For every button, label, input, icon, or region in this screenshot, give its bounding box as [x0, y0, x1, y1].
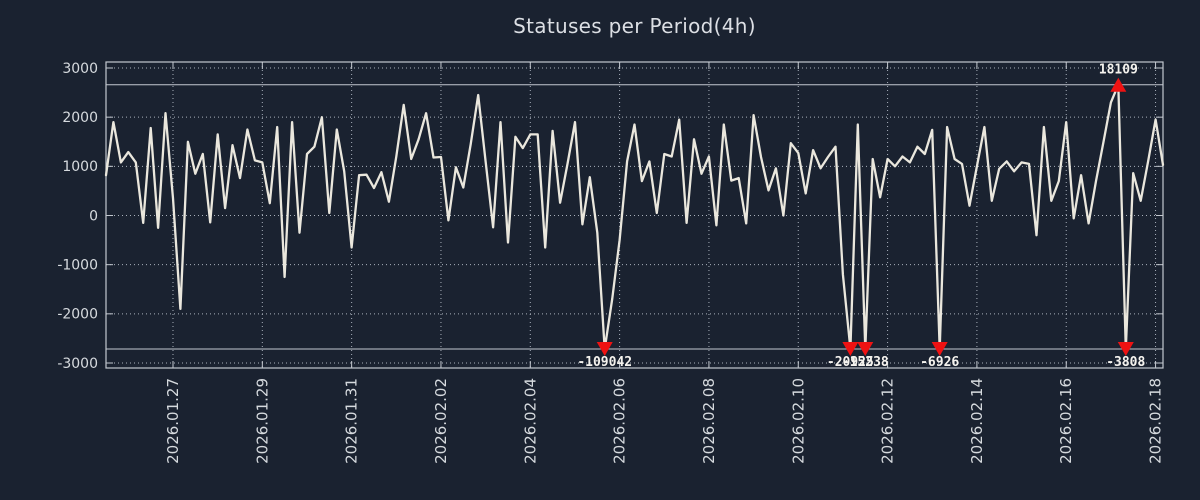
outlier-label: -20925: [827, 355, 874, 370]
gridlines: [106, 62, 1163, 368]
outlier-marker-up: [1110, 77, 1127, 92]
outlier-marker-down: [931, 341, 948, 356]
axis-labels: 3000 2000 1000 0 -1000 -2000 -3000 2026.01.27 20…: [57, 61, 1164, 464]
outlier-markers: -109042 -20925-15238 -6926 18109 -3808: [577, 63, 1145, 370]
x-tick-label: 2026.02.18: [1147, 378, 1165, 464]
x-tick-label: 2026.02.06: [611, 378, 629, 464]
x-tick-label: 2026.02.10: [789, 378, 807, 464]
outlier-label: -6926: [920, 355, 959, 370]
outlier-marker-down: [857, 341, 874, 356]
outlier-label: -109042: [577, 355, 632, 370]
y-tick-label: 1000: [62, 159, 98, 175]
x-tick-label: 2026.01.29: [253, 378, 271, 464]
x-tick-label: 2026.02.16: [1057, 378, 1075, 464]
outlier-marker-down: [596, 341, 613, 356]
axis-ticks: [106, 62, 1163, 368]
outlier-marker-down: [842, 341, 859, 356]
outlier-marker-down: [1117, 341, 1134, 356]
series-line: [104, 83, 1165, 351]
x-tick-label: 2026.02.12: [879, 378, 897, 464]
x-tick-label: 2026.02.08: [700, 378, 718, 464]
chart-title: Statuses per Period(4h): [513, 14, 756, 38]
outlier-label: -15238: [842, 355, 889, 370]
x-tick-label: 2026.01.31: [343, 378, 361, 464]
x-tick-label: 2026.02.02: [432, 378, 450, 464]
y-tick-label: -1000: [57, 258, 98, 274]
y-tick-label: 2000: [62, 110, 98, 126]
plot-frame: [105, 61, 1164, 369]
y-tick-label: -2000: [57, 307, 98, 323]
x-tick-label: 2026.02.04: [521, 378, 539, 464]
x-tick-label: 2026.01.27: [164, 378, 182, 464]
y-tick-label: -3000: [57, 356, 98, 372]
x-tick-label: 2026.02.14: [968, 378, 986, 464]
outlier-label: -3808: [1106, 355, 1145, 370]
y-tick-label: 0: [89, 208, 98, 224]
outlier-label: 18109: [1099, 63, 1138, 78]
y-tick-label: 3000: [62, 61, 98, 77]
